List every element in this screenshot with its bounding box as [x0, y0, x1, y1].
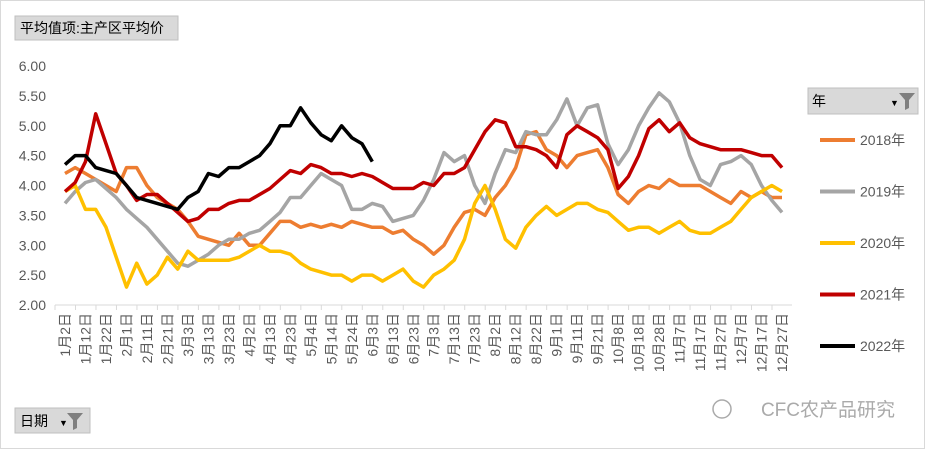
series-line	[64, 183, 783, 289]
dropdown-arrow: ▼	[890, 98, 899, 108]
x-tick-label: 9月11日	[569, 313, 585, 363]
axis-field-button[interactable]	[14, 407, 91, 434]
legend-label: 2018年	[860, 132, 905, 148]
legend-label: 2021年	[860, 287, 905, 303]
x-tick-label: 3月3日	[180, 313, 196, 357]
watermark-icon	[712, 399, 732, 419]
x-tick-label: 4月2日	[241, 313, 257, 357]
x-tick-label: 2月1日	[118, 313, 134, 357]
y-tick-label: 3.50	[19, 207, 46, 223]
legend-label: 2022年	[860, 338, 905, 354]
y-tick-label: 2.00	[19, 297, 46, 313]
series-line	[63, 91, 784, 268]
x-tick-label: 6月23日	[405, 313, 421, 364]
x-tick-label: 8月12日	[508, 313, 524, 364]
legend-title: 年	[812, 93, 826, 109]
series-line	[63, 112, 784, 224]
x-tick-label: 4月13日	[262, 313, 278, 364]
x-tick-label: 10月28日	[651, 313, 667, 372]
series-line	[63, 106, 374, 212]
x-tick-label: 5月4日	[303, 313, 319, 357]
legend-label: 2019年	[860, 184, 905, 200]
x-tick-label: 12月17日	[754, 313, 770, 372]
legend-label: 2020年	[860, 235, 905, 251]
x-tick-label: 7月3日	[426, 313, 442, 357]
x-tick-label: 10月18日	[631, 313, 647, 372]
x-tick-label: 8月2日	[487, 313, 503, 357]
axis-field-label: 日期	[20, 413, 48, 429]
y-tick-label: 4.50	[19, 148, 46, 164]
watermark: CFC农产品研究	[761, 399, 895, 421]
x-tick-label: 7月13日	[446, 313, 462, 364]
x-tick-label: 1月12日	[77, 313, 93, 364]
x-tick-label: 2月21日	[159, 313, 175, 364]
y-tick-label: 5.50	[19, 88, 46, 104]
x-tick-label: 1月22日	[98, 313, 114, 364]
x-tick-label: 12月7日	[733, 313, 749, 364]
x-tick-label: 8月22日	[528, 313, 544, 364]
x-tick-label: 9月1日	[549, 313, 565, 357]
x-tick-label: 2月11日	[139, 313, 155, 363]
x-tick-label: 6月3日	[364, 313, 380, 357]
x-tick-label: 3月23日	[221, 313, 237, 364]
x-tick-label: 3月13日	[200, 313, 216, 364]
value-field-button[interactable]	[14, 15, 179, 41]
x-tick-label: 7月23日	[467, 313, 483, 364]
filter-icon	[67, 413, 83, 430]
x-tick-label: 11月17日	[692, 313, 708, 371]
x-tick-label: 5月24日	[344, 313, 360, 364]
y-tick-label: 6.00	[19, 58, 46, 74]
y-tick-label: 3.00	[19, 237, 46, 253]
x-tick-label: 6月13日	[385, 313, 401, 364]
dropdown-arrow: ▼	[59, 418, 68, 428]
y-tick-label: 2.50	[19, 267, 46, 283]
x-tick-label: 11月27日	[713, 313, 729, 371]
y-tick-label: 5.00	[19, 118, 46, 134]
chart-title: 平均值项:主产区平均价	[20, 20, 164, 36]
x-tick-label: 9月21日	[590, 313, 606, 364]
x-tick-label: 5月14日	[323, 313, 339, 364]
filter-icon	[899, 93, 915, 110]
x-tick-label: 10月8日	[610, 313, 626, 364]
x-tick-label: 1月2日	[57, 313, 73, 357]
x-tick-label: 12月27日	[774, 313, 790, 372]
legend-field-button[interactable]	[807, 87, 919, 115]
x-tick-label: 4月23日	[282, 313, 298, 364]
y-tick-label: 4.00	[19, 178, 46, 194]
x-tick-label: 11月7日	[672, 313, 688, 363]
